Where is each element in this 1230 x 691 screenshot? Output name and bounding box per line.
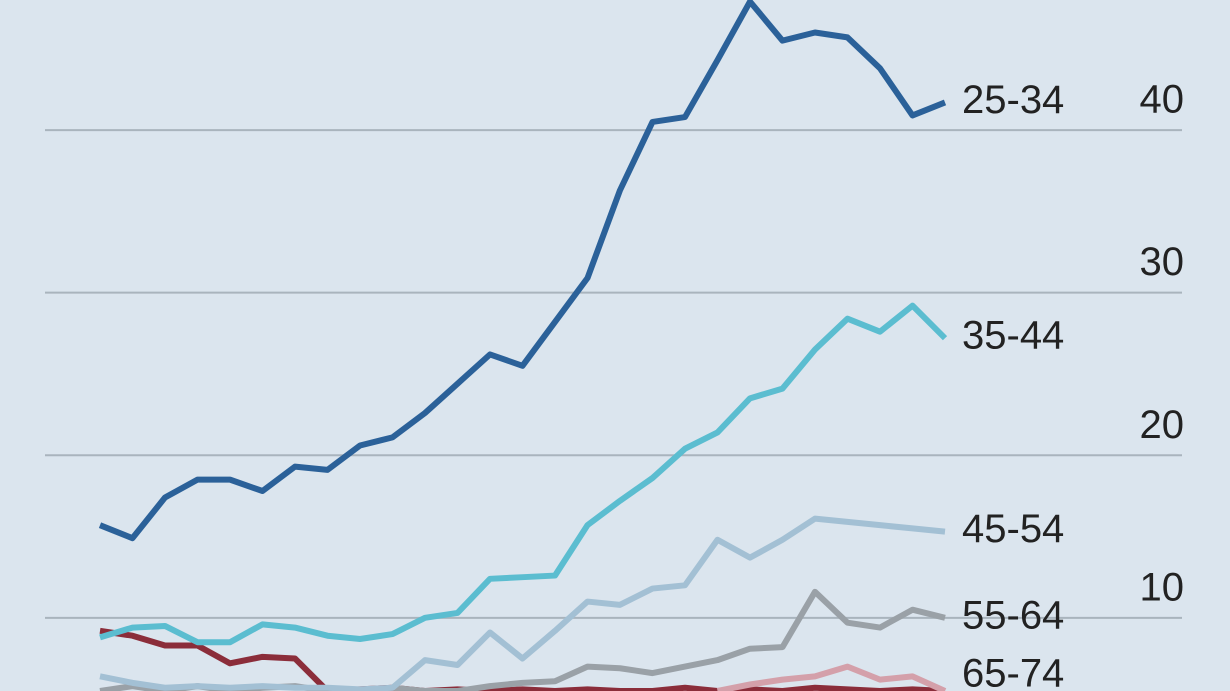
- series-label: 55-64: [962, 593, 1064, 637]
- y-tick-label: 10: [1140, 565, 1185, 609]
- y-tick-label: 20: [1140, 403, 1185, 447]
- line: [716, 663, 947, 691]
- line: [99, 627, 946, 691]
- series-label: 65-74: [962, 652, 1064, 691]
- line: [99, 515, 946, 691]
- series-label: 45-54: [962, 507, 1064, 551]
- line: [98, 0, 947, 542]
- y-tick-label: 30: [1140, 240, 1185, 284]
- series-label: 25-34: [962, 78, 1064, 122]
- y-tick-label: 40: [1140, 78, 1185, 122]
- line: [99, 302, 948, 646]
- series-label: 35-44: [962, 314, 1064, 358]
